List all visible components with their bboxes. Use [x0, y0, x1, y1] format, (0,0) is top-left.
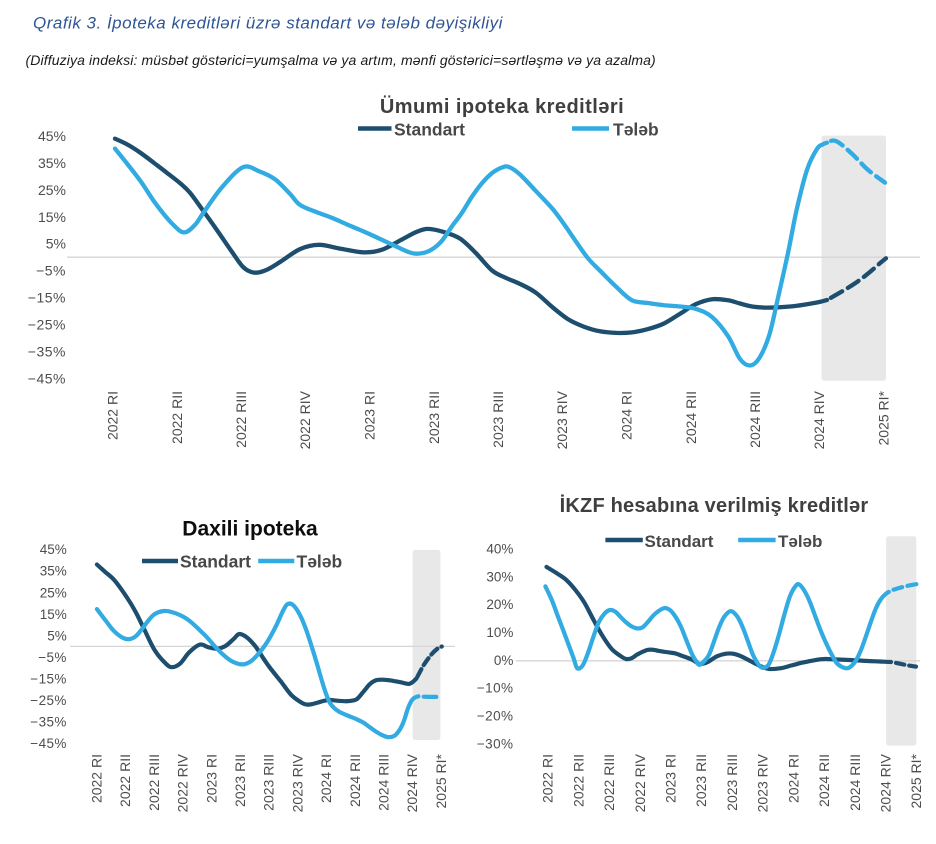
svg-text:2022 RI: 2022 RI: [89, 754, 105, 803]
svg-text:Standart: Standart: [645, 532, 714, 551]
svg-text:2022 RII: 2022 RII: [117, 754, 133, 807]
svg-text:(Diffuziya indeksi: müsbət gös: (Diffuziya indeksi: müsbət göstərici=yum…: [26, 52, 656, 68]
svg-text:2022 RII: 2022 RII: [570, 754, 586, 807]
svg-text:2024 RIV: 2024 RIV: [811, 390, 827, 449]
svg-text:2024 RIII: 2024 RIII: [847, 754, 863, 811]
svg-text:40%: 40%: [486, 542, 513, 557]
svg-text:2022 RIV: 2022 RIV: [175, 753, 191, 812]
svg-text:5%: 5%: [46, 236, 66, 252]
svg-text:Tələb: Tələb: [297, 552, 343, 572]
svg-text:2024 RI: 2024 RI: [785, 754, 801, 803]
svg-text:45%: 45%: [40, 542, 67, 557]
svg-text:2023 RII: 2023 RII: [693, 754, 709, 807]
svg-text:2023 RIV: 2023 RIV: [554, 390, 570, 449]
svg-text:2025 RI*: 2025 RI*: [433, 753, 449, 808]
svg-text:Ümumi ipoteka kreditləri: Ümumi ipoteka kreditləri: [380, 95, 624, 118]
svg-text:2024 RII: 2024 RII: [347, 754, 363, 807]
svg-text:45%: 45%: [38, 128, 66, 144]
svg-text:15%: 15%: [40, 607, 67, 622]
svg-text:2024 RIII: 2024 RIII: [376, 754, 392, 811]
svg-text:35%: 35%: [38, 155, 66, 171]
svg-text:2024 RIII: 2024 RIII: [747, 391, 763, 448]
svg-text:2023 RI: 2023 RI: [362, 391, 378, 440]
svg-text:2022 RI: 2022 RI: [105, 391, 121, 440]
svg-text:Standart: Standart: [394, 120, 465, 140]
svg-text:2024 RI: 2024 RI: [318, 754, 334, 803]
svg-text:−45%: −45%: [28, 370, 66, 386]
svg-text:2023 RII: 2023 RII: [232, 754, 248, 807]
svg-text:10%: 10%: [486, 625, 513, 640]
svg-text:25%: 25%: [38, 182, 66, 198]
svg-text:Tələb: Tələb: [613, 120, 659, 140]
svg-text:−45%: −45%: [30, 736, 67, 751]
svg-text:15%: 15%: [38, 209, 66, 225]
svg-text:25%: 25%: [40, 585, 67, 600]
svg-text:−15%: −15%: [30, 671, 67, 686]
svg-text:Tələb: Tələb: [778, 532, 822, 551]
svg-text:−30%: −30%: [477, 736, 514, 751]
svg-text:2022 RII: 2022 RII: [169, 391, 185, 444]
svg-text:2023 RIII: 2023 RIII: [490, 391, 506, 448]
svg-text:5%: 5%: [47, 628, 67, 643]
svg-text:2023 RIII: 2023 RIII: [261, 754, 277, 811]
svg-text:2024 RIV: 2024 RIV: [878, 753, 894, 812]
svg-text:2025 RI*: 2025 RI*: [908, 753, 924, 808]
svg-text:Qrafik 3. İpoteka kreditləri ü: Qrafik 3. İpoteka kreditləri üzrə standa…: [33, 13, 504, 32]
svg-text:2023 RI: 2023 RI: [203, 754, 219, 803]
svg-text:2022 RIII: 2022 RIII: [601, 754, 617, 811]
svg-text:2023 RII: 2023 RII: [426, 391, 442, 444]
svg-text:2024 RI: 2024 RI: [619, 391, 635, 440]
svg-text:2025 RI*: 2025 RI*: [876, 390, 892, 445]
svg-text:−5%: −5%: [36, 263, 66, 279]
svg-text:2022 RIII: 2022 RIII: [233, 391, 249, 448]
svg-text:Daxili ipoteka: Daxili ipoteka: [182, 518, 318, 541]
svg-text:−35%: −35%: [30, 715, 67, 730]
svg-text:2024 RIV: 2024 RIV: [404, 753, 420, 812]
svg-text:Standart: Standart: [180, 552, 251, 572]
svg-text:−10%: −10%: [477, 681, 514, 696]
svg-text:2022 RIV: 2022 RIV: [297, 390, 313, 449]
svg-text:−35%: −35%: [28, 344, 66, 360]
svg-text:2024 RII: 2024 RII: [683, 391, 699, 444]
svg-text:2023 RIV: 2023 RIV: [755, 753, 771, 812]
svg-text:2023 RIV: 2023 RIV: [289, 753, 305, 812]
svg-text:2022 RI: 2022 RI: [540, 754, 556, 803]
svg-text:35%: 35%: [40, 564, 67, 579]
svg-text:İKZF hesabına verilmiş kreditl: İKZF hesabına verilmiş kreditlər: [560, 494, 869, 517]
svg-text:0%: 0%: [494, 653, 514, 668]
svg-text:2023 RIII: 2023 RIII: [724, 754, 740, 811]
svg-text:2022 RIV: 2022 RIV: [632, 753, 648, 812]
svg-text:−20%: −20%: [477, 709, 514, 724]
svg-text:20%: 20%: [486, 597, 513, 612]
svg-text:−25%: −25%: [28, 317, 66, 333]
svg-text:30%: 30%: [486, 569, 513, 584]
svg-text:−15%: −15%: [28, 290, 66, 306]
svg-text:−5%: −5%: [38, 650, 67, 665]
svg-text:2022 RIII: 2022 RIII: [146, 754, 162, 811]
svg-text:2024 RII: 2024 RII: [816, 754, 832, 807]
svg-text:2023 RI: 2023 RI: [663, 754, 679, 803]
svg-text:−25%: −25%: [30, 693, 67, 708]
